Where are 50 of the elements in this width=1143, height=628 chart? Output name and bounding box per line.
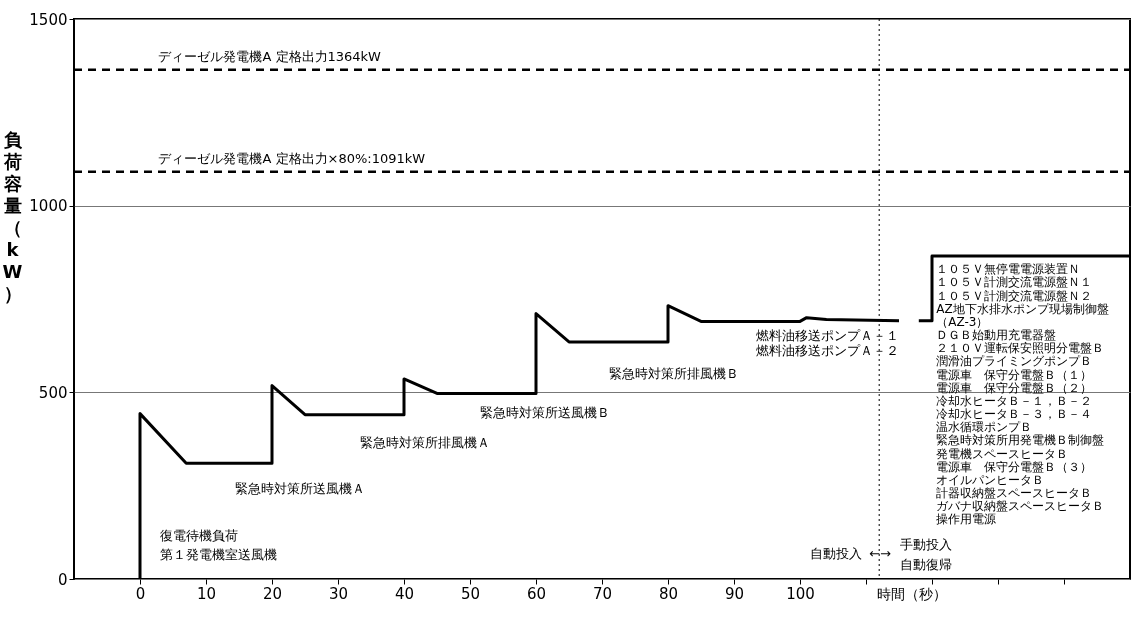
- annotation: 復電待機負荷: [159, 527, 238, 543]
- annotation: 電源車 保守分電盤Ｂ（２）: [936, 380, 1093, 395]
- annotation: ２１０Ｖ運転保安照明分電盤Ｂ: [936, 341, 1105, 356]
- annotation: 燃料油移送ポンプＡ－１: [756, 327, 900, 343]
- annotation: AZ地下水排水ポンプ現場制御盤（AZ-3）: [936, 301, 1109, 329]
- x-tick-label: 70: [592, 584, 613, 603]
- x-tick-label: 0: [135, 584, 146, 603]
- x-tick-label: 30: [328, 584, 349, 603]
- x-axis-title: 時間（秒）: [877, 585, 948, 602]
- annotation: 第１発電機室送風機: [159, 547, 277, 563]
- annotation: 電源車 保守分電盤Ｂ（３）: [936, 459, 1093, 474]
- y-tick-label: 1000: [29, 197, 68, 216]
- annotation: 電源車 保守分電盤Ｂ（１）: [936, 367, 1093, 382]
- x-tick-label: 90: [724, 584, 745, 603]
- y-tick-label: 500: [38, 383, 68, 402]
- x-tick-label: 50: [460, 584, 481, 603]
- annotation: ガバナ収納盤スペースヒータＢ: [936, 499, 1105, 514]
- x-tick-label: 80: [658, 584, 679, 603]
- annotation: 緊急時対策所送風機Ｂ: [479, 405, 610, 421]
- annotation: オイルパンヒータＢ: [936, 472, 1045, 487]
- ref-line-label: ディーゼル発電機A 定格出力1364kW: [158, 48, 382, 64]
- annotation: 自動投入: [810, 546, 863, 562]
- annotation: １０５Ｖ無停電電源装置Ｎ: [936, 262, 1081, 277]
- annotation: 操作用電源: [936, 512, 997, 527]
- y-tick-label: 0: [57, 570, 68, 589]
- annotation: 冷却水ヒータＢ－３，Ｂ－４: [936, 407, 1093, 422]
- x-tick-label: 10: [196, 584, 217, 603]
- x-tick-label: 20: [262, 584, 283, 603]
- annotation: 計器収納盤スペースヒータＢ: [936, 486, 1093, 501]
- y-axis-title: 負荷容量（kW）: [2, 128, 23, 304]
- annotation: ←→: [869, 546, 892, 562]
- annotation: ＤＧＢ始動用充電器盤: [936, 328, 1057, 343]
- y-tick-label: 1500: [29, 10, 68, 29]
- annotation: 緊急時対策所排風機Ｂ: [609, 366, 740, 382]
- annotation: 自動復帰: [899, 557, 952, 572]
- annotation: 燃料油移送ポンプＡ－２: [756, 342, 900, 358]
- annotation: 緊急時対策所用発電機Ｂ制御盤: [936, 433, 1105, 448]
- x-tick-label: 40: [394, 584, 415, 603]
- annotation: １０５Ｖ計測交流電源盤Ｎ２: [936, 288, 1093, 303]
- annotation: 緊急時対策所送風機Ａ: [234, 481, 365, 497]
- annotation: 発電機スペースヒータＢ: [936, 446, 1069, 461]
- annotation: 手動投入: [899, 537, 952, 553]
- annotation: 冷却水ヒータＢ－１，Ｂ－２: [936, 393, 1093, 408]
- ref-line-label: ディーゼル発電機A 定格出力×80%:1091kW: [158, 150, 426, 166]
- x-tick-label: 60: [526, 584, 547, 603]
- annotation: 潤滑油プライミングポンプＢ: [936, 354, 1093, 369]
- annotation: 温水循環ポンプＢ: [936, 420, 1033, 435]
- x-tick-label: 100: [786, 584, 815, 603]
- annotation: 緊急時対策所排風機Ａ: [360, 435, 491, 451]
- annotation: １０５Ｖ計測交流電源盤Ｎ１: [936, 275, 1093, 290]
